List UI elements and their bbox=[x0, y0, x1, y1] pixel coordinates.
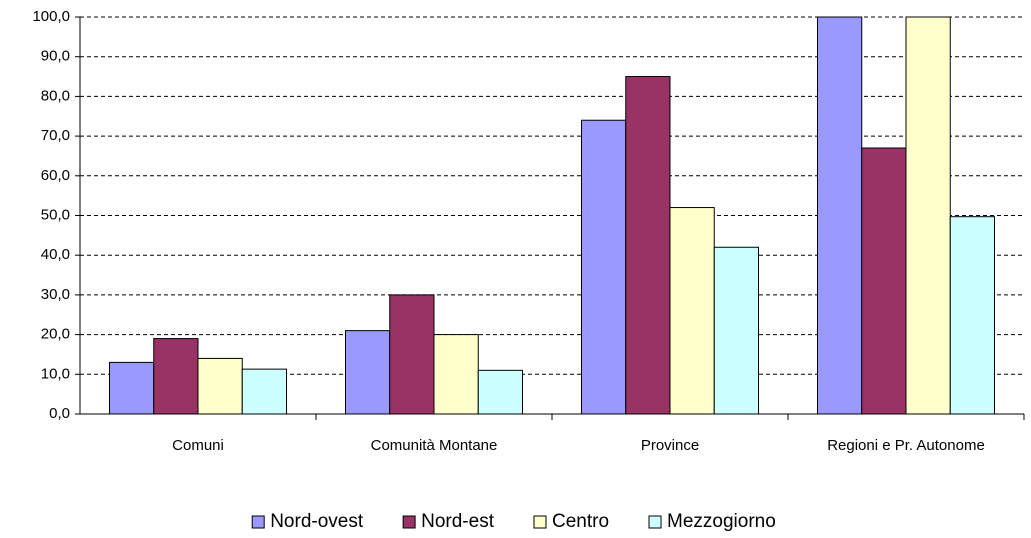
bar bbox=[389, 294, 435, 415]
y-tick-label: 50,0 bbox=[41, 206, 70, 223]
bar bbox=[817, 16, 863, 415]
y-tick-label: 20,0 bbox=[41, 326, 70, 343]
x-tick-label: Comuni bbox=[172, 437, 224, 454]
legend-swatch bbox=[402, 515, 416, 529]
bar bbox=[477, 369, 523, 415]
y-tick-label: 100,0 bbox=[32, 8, 70, 25]
bar bbox=[433, 334, 479, 415]
bar bbox=[109, 361, 155, 415]
bar bbox=[861, 147, 907, 415]
bar bbox=[625, 76, 671, 415]
y-tick-label: 10,0 bbox=[41, 365, 70, 382]
x-tick-label: Province bbox=[641, 437, 699, 454]
bar bbox=[241, 368, 287, 415]
legend-swatch bbox=[648, 515, 662, 529]
legend-label: Nord-ovest bbox=[270, 511, 364, 532]
y-tick-label: 30,0 bbox=[41, 286, 70, 303]
bar bbox=[345, 330, 391, 415]
legend-label: Centro bbox=[552, 511, 609, 532]
bar bbox=[713, 246, 759, 415]
bar bbox=[949, 216, 995, 415]
y-tick-label: 90,0 bbox=[41, 48, 70, 65]
y-tick-label: 70,0 bbox=[41, 127, 70, 144]
bar bbox=[581, 119, 627, 415]
y-tick-label: 0,0 bbox=[49, 405, 70, 422]
bar bbox=[197, 357, 243, 415]
x-tick-label: Comunità Montane bbox=[371, 437, 498, 454]
bar bbox=[905, 16, 951, 415]
legend-swatch bbox=[533, 515, 547, 529]
x-tick-label: Regioni e Pr. Autonome bbox=[827, 437, 985, 454]
y-tick-label: 40,0 bbox=[41, 246, 70, 263]
bar bbox=[669, 207, 715, 415]
bar bbox=[153, 338, 199, 415]
y-tick-label: 60,0 bbox=[41, 167, 70, 184]
legend-swatch bbox=[251, 515, 265, 529]
legend-label: Nord-est bbox=[421, 511, 495, 532]
legend-label: Mezzogiorno bbox=[667, 511, 776, 532]
y-tick-label: 80,0 bbox=[41, 87, 70, 104]
